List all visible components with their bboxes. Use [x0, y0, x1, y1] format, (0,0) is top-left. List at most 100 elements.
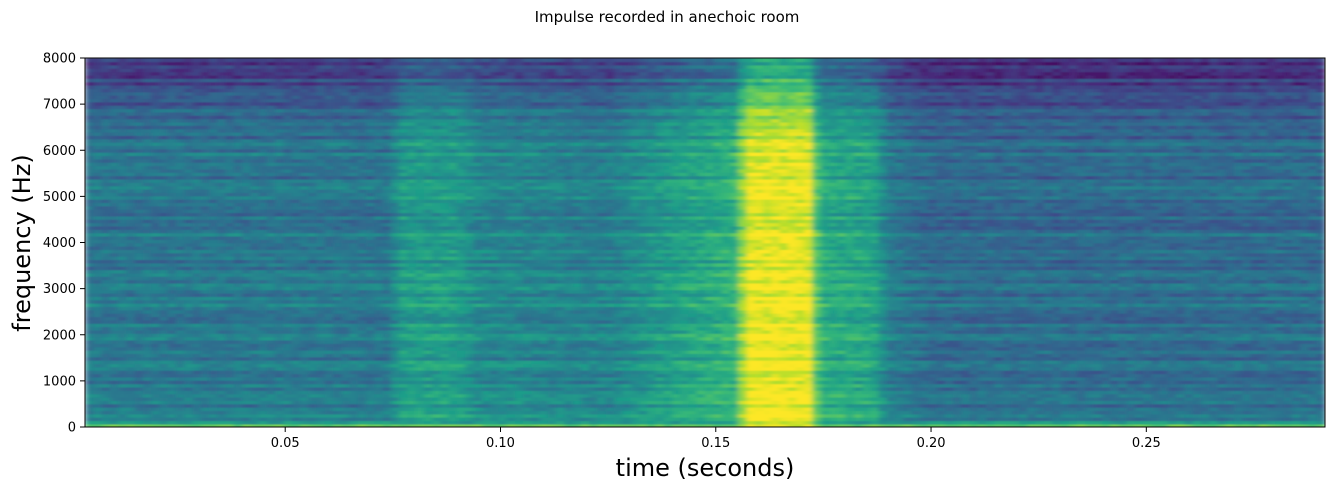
heatmap-cell — [432, 413, 442, 418]
heatmap-cell — [209, 215, 219, 220]
heatmap-cell — [217, 61, 227, 66]
heatmap-cell — [308, 396, 318, 401]
heatmap-cell — [151, 296, 161, 301]
heatmap-cell — [390, 155, 400, 160]
heatmap-cell — [175, 390, 185, 395]
heatmap-cell — [134, 202, 144, 207]
heatmap-cell — [266, 172, 276, 177]
heatmap-cell — [390, 326, 400, 331]
heatmap-cell — [448, 242, 458, 247]
heatmap-cell — [225, 279, 235, 284]
heatmap-cell — [126, 185, 136, 190]
heatmap-cell — [225, 58, 235, 63]
heatmap-cell — [299, 198, 309, 204]
heatmap-cell — [233, 380, 243, 385]
heatmap-cell — [109, 296, 119, 301]
heatmap-cell — [299, 64, 309, 69]
heatmap-cell — [93, 182, 103, 187]
heatmap-cell — [349, 400, 359, 405]
heatmap-cell — [167, 400, 177, 405]
heatmap-cell — [283, 383, 293, 388]
heatmap-cell — [283, 410, 293, 415]
heatmap-cell — [101, 262, 111, 267]
heatmap-cell — [209, 138, 219, 143]
heatmap-cell — [423, 101, 433, 106]
heatmap-cell — [109, 302, 119, 308]
heatmap-cell — [184, 316, 194, 321]
heatmap-cell — [101, 192, 111, 197]
heatmap-cell — [341, 91, 351, 96]
heatmap-cell — [423, 78, 433, 83]
heatmap-cell — [316, 148, 326, 153]
heatmap-cell — [126, 128, 136, 133]
heatmap-cell — [390, 323, 400, 328]
heatmap-cell — [126, 292, 136, 297]
heatmap-cell — [126, 151, 136, 157]
heatmap-cell — [225, 239, 235, 244]
heatmap-cell — [349, 252, 359, 257]
heatmap-cell — [167, 229, 177, 234]
heatmap-cell — [118, 420, 128, 425]
heatmap-cell — [366, 373, 376, 378]
heatmap-cell — [109, 71, 119, 76]
heatmap-cell — [407, 249, 417, 254]
heatmap-cell — [407, 111, 417, 116]
heatmap-cell — [341, 413, 351, 418]
heatmap-cell — [209, 286, 219, 291]
heatmap-cell — [382, 161, 392, 167]
heatmap-cell — [266, 373, 276, 378]
heatmap-cell — [159, 74, 169, 79]
heatmap-cell — [415, 312, 425, 318]
heatmap-cell — [333, 306, 343, 311]
heatmap-cell — [217, 74, 227, 79]
heatmap-cell — [85, 396, 95, 401]
heatmap-cell — [101, 125, 111, 130]
heatmap-cell — [101, 155, 111, 160]
heatmap-cell — [440, 138, 450, 143]
heatmap-cell — [448, 185, 458, 190]
heatmap-cell — [266, 239, 276, 244]
heatmap-cell — [283, 406, 293, 412]
heatmap-cell — [118, 91, 128, 96]
heatmap-cell — [118, 128, 128, 133]
heatmap-cell — [242, 282, 252, 287]
heatmap-cell — [134, 276, 144, 281]
heatmap-cell — [258, 286, 268, 291]
heatmap-cell — [93, 98, 103, 103]
heatmap-cell — [101, 276, 111, 281]
heatmap-cell — [167, 356, 177, 361]
heatmap-cell — [118, 366, 128, 371]
heatmap-cell — [258, 393, 268, 398]
heatmap-cell — [266, 208, 276, 214]
heatmap-cell — [175, 104, 185, 110]
heatmap-cell — [357, 208, 367, 214]
heatmap-cell — [275, 178, 285, 183]
heatmap-cell — [242, 326, 252, 331]
heatmap-cell — [192, 326, 202, 331]
heatmap-cell — [192, 198, 202, 204]
heatmap-cell — [126, 259, 136, 264]
heatmap-cell — [275, 386, 285, 391]
heatmap-cell — [448, 262, 458, 267]
heatmap-cell — [407, 329, 417, 334]
heatmap-cell — [85, 219, 95, 224]
heatmap-cell — [374, 64, 384, 69]
heatmap-cell — [184, 373, 194, 378]
heatmap-cell — [250, 410, 260, 415]
heatmap-cell — [258, 115, 268, 120]
heatmap-cell — [258, 229, 268, 234]
heatmap-cell — [250, 329, 260, 334]
heatmap-cell — [415, 319, 425, 324]
heatmap-cell — [291, 208, 301, 214]
heatmap-cell — [225, 306, 235, 311]
heatmap-cell — [266, 245, 276, 250]
heatmap-cell — [151, 151, 161, 157]
heatmap-cell — [366, 249, 376, 254]
heatmap-cell — [407, 376, 417, 381]
heatmap-cell — [382, 108, 392, 113]
heatmap-cell — [101, 249, 111, 254]
heatmap-cell — [457, 366, 467, 371]
heatmap-cell — [167, 326, 177, 331]
heatmap-cell — [399, 309, 409, 314]
heatmap-cell — [126, 78, 136, 83]
